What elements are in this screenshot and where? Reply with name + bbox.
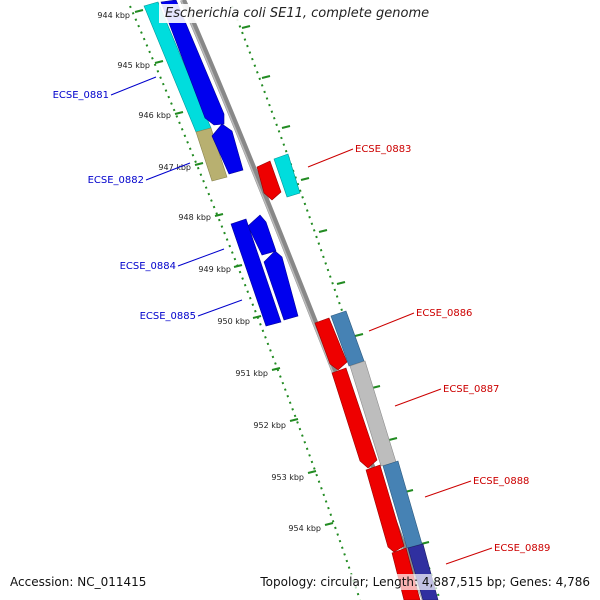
kbp-labels: 944 kbp 945 kbp 946 kbp 947 kbp 948 kbp … [97,11,321,533]
leader-ecse-0887 [394,388,442,407]
gene-ecse-0888-red[interactable] [365,464,405,553]
genome-summary-text: Topology: circular; Length: 4,887,515 bp… [258,574,592,590]
accession-text: Accession: NC_011415 [8,574,149,590]
gene-label-ecse-0882[interactable]: ECSE_0882 [88,175,144,186]
major-tick [134,9,144,13]
major-tick [261,75,271,79]
kbp-label: 946 kbp [138,111,171,120]
gene-label-ecse-0889[interactable]: ECSE_0889 [494,543,550,554]
gene-label-ecse-0884[interactable]: ECSE_0884 [120,261,176,272]
gene-ecse-0886-steel[interactable] [330,310,365,367]
kbp-label: 949 kbp [198,265,231,274]
leader-ecse-0884 [177,248,225,267]
gene-ecse-0884-block[interactable] [230,218,282,327]
major-tick [318,229,328,233]
leader-ecse-0885 [197,299,243,317]
right-major-ticks [241,25,430,545]
major-tick [214,213,224,217]
major-tick [289,418,299,422]
gene-ecse-0884-arrow[interactable] [247,214,277,256]
kbp-label: 945 kbp [117,61,150,70]
leader-ecse-0888 [424,480,472,498]
kbp-label: 954 kbp [288,524,321,533]
gene-label-ecse-0888[interactable]: ECSE_0888 [473,476,529,487]
gene-ecse-0887-red[interactable] [331,367,378,469]
major-tick [300,177,310,181]
major-tick [324,522,334,526]
label-leaders [110,76,493,565]
major-tick [388,437,398,441]
gene-labels: ECSE_0881 ECSE_0882 ECSE_0883 ECSE_0884 … [53,90,551,554]
gene-label-ecse-0883[interactable]: ECSE_0883 [355,144,411,155]
major-tick [154,60,164,64]
gene-label-ecse-0887[interactable]: ECSE_0887 [443,384,499,395]
kbp-label: 947 kbp [158,163,191,172]
kbp-label: 948 kbp [178,213,211,222]
major-tick [420,541,430,545]
gene-ecse-0883-red[interactable] [256,160,282,201]
major-tick [281,125,291,129]
gene-label-ecse-0885[interactable]: ECSE_0885 [140,311,196,322]
gene-label-ecse-0881[interactable]: ECSE_0881 [53,90,109,101]
gene-ecse-0882-arrow[interactable] [211,123,244,175]
kbp-label: 950 kbp [217,317,250,326]
kbp-label: 944 kbp [97,11,130,20]
gene-ecse-0885-arrow[interactable] [263,250,299,321]
left-major-ticks [134,9,334,526]
major-tick [271,367,281,371]
left-tick-ruler [129,5,361,600]
gene-ecse-0882-block[interactable] [195,127,228,182]
major-tick [233,264,243,268]
major-tick [241,25,251,29]
gene-ecse-0883-cyan[interactable] [273,153,301,198]
major-tick [194,162,204,166]
kbp-label: 953 kbp [271,473,304,482]
leader-ecse-0883 [307,148,354,168]
leader-ecse-0889 [445,547,493,565]
leader-ecse-0881 [110,76,157,96]
gene-ecse-0886-red[interactable] [314,317,348,371]
major-tick [252,315,262,319]
leader-ecse-0886 [368,312,415,332]
kbp-label: 952 kbp [253,421,286,430]
leader-ecse-0882 [145,162,191,181]
map-title: Escherichia coli SE11, complete genome [159,4,436,23]
gene-label-ecse-0886[interactable]: ECSE_0886 [416,308,472,319]
major-tick [174,111,184,115]
major-tick [336,281,346,285]
major-tick [354,333,364,337]
kbp-label: 951 kbp [235,369,268,378]
gene-ecse-0881-arrow[interactable] [160,0,225,126]
major-tick [307,470,317,474]
